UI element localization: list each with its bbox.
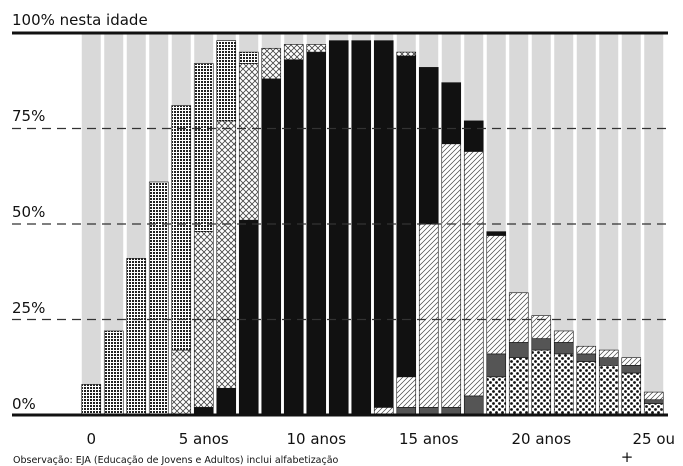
bar-segment-dark-gray-age-17	[463, 395, 484, 416]
bar-segment-dotted-dense-age-18	[486, 376, 507, 416]
x-label-plus: +	[621, 448, 634, 466]
x-label-age-25: 25 ou	[632, 430, 675, 448]
bar-segment-solid-black-age-17	[463, 120, 484, 152]
bar-segment-dark-gray-age-20	[531, 338, 552, 351]
x-label-age-15: 15 anos	[399, 430, 459, 448]
bar-segment-crosshatch-age-7	[238, 63, 259, 221]
bar-segment-diagonal-hatch-age-21	[553, 330, 574, 343]
bar-segment-dark-gray-age-18	[486, 353, 507, 378]
bar-segment-diagonal-hatch-age-19	[508, 292, 529, 343]
x-label-age-20: 20 anos	[511, 430, 571, 448]
y-label-25: 25%	[12, 299, 45, 317]
bar-segment-crosshatch-age-10	[306, 44, 327, 53]
bar-segment-grid-dense-age-4	[171, 105, 192, 351]
y-label-0: 0%	[12, 395, 36, 413]
bar-segment-crosshatch-age-14	[396, 51, 417, 57]
bar-segment-dark-gray-age-25	[643, 399, 664, 404]
x-label-age-0: 0	[86, 430, 96, 448]
bar-segment-diagonal-hatch-age-20	[531, 315, 552, 339]
bar-segment-solid-black-age-6	[216, 387, 237, 416]
bar-segment-grid-dense-age-0	[81, 384, 102, 416]
bar-segment-crosshatch-age-9	[283, 44, 304, 61]
footnote: Observação: EJA (Educação de Jovens e Ad…	[13, 455, 339, 466]
y-label-75: 75%	[12, 107, 45, 125]
bar-segment-solid-black-age-9	[283, 59, 304, 416]
bar-segment-grid-dense-age-1	[103, 330, 124, 416]
y-label-50: 50%	[12, 203, 45, 221]
bar-segment-solid-black-age-11	[328, 40, 349, 416]
bar-segment-solid-black-age-12	[351, 40, 372, 416]
bar-segment-dark-gray-age-24	[621, 365, 642, 374]
bar-segment-dark-gray-age-22	[576, 353, 597, 362]
data-bars	[81, 40, 664, 416]
bar-segment-diagonal-hatch-age-24	[621, 357, 642, 366]
bar-segment-solid-black-age-16	[441, 82, 462, 145]
bar-segment-diagonal-hatch-age-16	[441, 143, 462, 408]
bar-segment-crosshatch-age-4	[171, 349, 192, 416]
bar-segment-solid-black-age-14	[396, 55, 417, 378]
bar-segment-dotted-dense-age-24	[621, 372, 642, 416]
bar-segment-dotted-dense-age-25	[643, 403, 664, 416]
bar-segment-grid-dense-age-3	[148, 181, 169, 416]
bar-segment-solid-black-age-7	[238, 219, 259, 416]
bar-segment-diagonal-hatch-age-18	[486, 235, 507, 355]
bar-segment-dark-gray-age-19	[508, 342, 529, 359]
bar-segment-diagonal-hatch-age-14	[396, 376, 417, 408]
y-label-100: 100% nesta idade	[12, 11, 148, 29]
bar-segment-grid-dense-age-2	[126, 258, 147, 416]
bar-segment-diagonal-hatch-age-25	[643, 391, 664, 401]
bar-segment-diagonal-hatch-age-15	[418, 223, 439, 408]
bar-segment-dotted-dense-age-22	[576, 361, 597, 416]
gridlines	[12, 31, 668, 417]
bar-segment-crosshatch-age-6	[216, 120, 237, 389]
bar-segment-dotted-dense-age-21	[553, 353, 574, 416]
bar-segment-crosshatch-age-8	[261, 47, 282, 80]
bar-segment-dark-gray-age-23	[598, 357, 619, 366]
bar-segment-dotted-dense-age-23	[598, 365, 619, 416]
bar-segment-solid-black-age-10	[306, 51, 327, 416]
bar-segment-solid-black-age-18	[486, 231, 507, 236]
bar-segment-dotted-dense-age-19	[508, 357, 529, 416]
bar-segment-diagonal-hatch-age-23	[598, 349, 619, 358]
bar-segment-grid-dense-age-6	[216, 40, 237, 122]
bar-segment-solid-black-age-15	[418, 67, 439, 225]
bar-segment-diagonal-hatch-age-17	[463, 151, 484, 397]
x-label-age-10: 10 anos	[286, 430, 346, 448]
bar-segment-grid-dense-age-5	[193, 63, 214, 232]
bar-segment-grid-dense-age-7	[238, 51, 259, 64]
bar-segment-diagonal-hatch-age-22	[576, 345, 597, 355]
bar-segment-solid-black-age-8	[261, 78, 282, 416]
bar-segment-dotted-dense-age-20	[531, 349, 552, 416]
x-axis-labels: 0 5 anos 10 anos 15 anos 20 anos 25 ou	[86, 430, 675, 448]
x-label-age-5: 5 anos	[179, 430, 229, 448]
bar-segment-dark-gray-age-21	[553, 342, 574, 355]
